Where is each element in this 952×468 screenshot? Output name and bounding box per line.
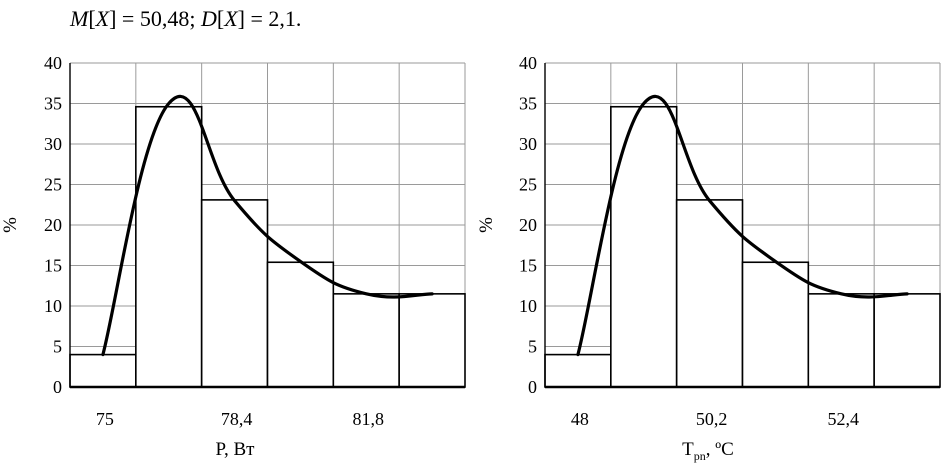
power-bar-5 xyxy=(332,293,400,388)
power-y-tick-label-4: 20 xyxy=(44,215,62,235)
temp-bar-5 xyxy=(807,293,875,388)
temp-x-axis-label-main: T xyxy=(682,439,694,460)
temp-y-tick-label-5: 25 xyxy=(519,175,537,195)
power-y-tick-label-3: 15 xyxy=(44,256,62,276)
temp-y-tick-label-3: 15 xyxy=(519,256,537,276)
temp-y-tick-label-7: 35 xyxy=(519,94,537,114)
power-y-tick-label-2: 10 xyxy=(44,296,62,316)
temp-bar-2 xyxy=(610,105,678,388)
power-x-tick-label-0: 75 xyxy=(96,409,114,429)
power-bar-6 xyxy=(398,293,466,388)
power-density-curve xyxy=(101,94,434,357)
temp-x-axis-label-subscript: pn xyxy=(694,449,706,463)
power-x-tick-label-1: 78,4 xyxy=(221,409,253,429)
power-y-tick-label-6: 30 xyxy=(44,134,62,154)
temp-y-tick-label-1: 5 xyxy=(528,337,537,357)
temp-bar-1 xyxy=(544,353,612,388)
power-y-axis-label: % xyxy=(0,217,21,233)
temp-y-tick-label-4: 20 xyxy=(519,215,537,235)
d-value: 2,1 xyxy=(268,6,296,31)
temp-x-tick-label-1: 50,2 xyxy=(696,409,728,429)
temp-bar-6 xyxy=(873,293,941,388)
formula-line: M[X] = 50,48; D[X] = 2,1. xyxy=(70,6,302,31)
temp-y-tick-label-8: 40 xyxy=(519,53,537,73)
power-y-tick-label-1: 5 xyxy=(53,337,62,357)
temp-x-axis-label: Tpn, ºC xyxy=(682,439,734,463)
temp-y-tick-label-6: 30 xyxy=(519,134,537,154)
power-x-tick-label-2: 81,8 xyxy=(353,409,385,429)
x-symbol-2: X xyxy=(224,6,238,31)
temp-x-axis-label-unit: , ºC xyxy=(706,439,734,460)
temp-x-tick-label-2: 52,4 xyxy=(828,409,860,429)
power-bar-1 xyxy=(69,353,137,388)
power-y-tick-label-7: 35 xyxy=(44,94,62,114)
power-bar-4 xyxy=(266,261,335,388)
temperature-histogram-chart: 0 5 10 15 20 25 30 35 40 48 50,2 52,4% Tpn, ºC xyxy=(476,53,941,463)
power-bar-2 xyxy=(135,105,203,388)
power-y-tick-label-0: 0 xyxy=(53,377,62,397)
temp-bar-4 xyxy=(741,261,810,388)
power-x-axis-label: P, Вт xyxy=(216,439,256,460)
temp-y-tick-label-2: 10 xyxy=(519,296,537,316)
power-y-tick-label-8: 40 xyxy=(44,53,62,73)
power-histogram-chart: 0 5 10 15 20 25 30 35 40 75 78,4 81,8% P, Вт xyxy=(0,53,466,460)
x-symbol: X xyxy=(95,6,110,31)
temp-density-curve xyxy=(576,94,909,357)
d-symbol: D xyxy=(200,6,217,31)
temp-y-tick-label-0: 0 xyxy=(528,377,537,397)
m-value: 50,48 xyxy=(139,6,190,31)
temp-x-tick-label-0: 48 xyxy=(571,409,589,429)
power-y-tick-label-5: 25 xyxy=(44,175,62,195)
temp-y-axis-label: % xyxy=(476,217,497,233)
m-symbol: M xyxy=(70,6,89,31)
